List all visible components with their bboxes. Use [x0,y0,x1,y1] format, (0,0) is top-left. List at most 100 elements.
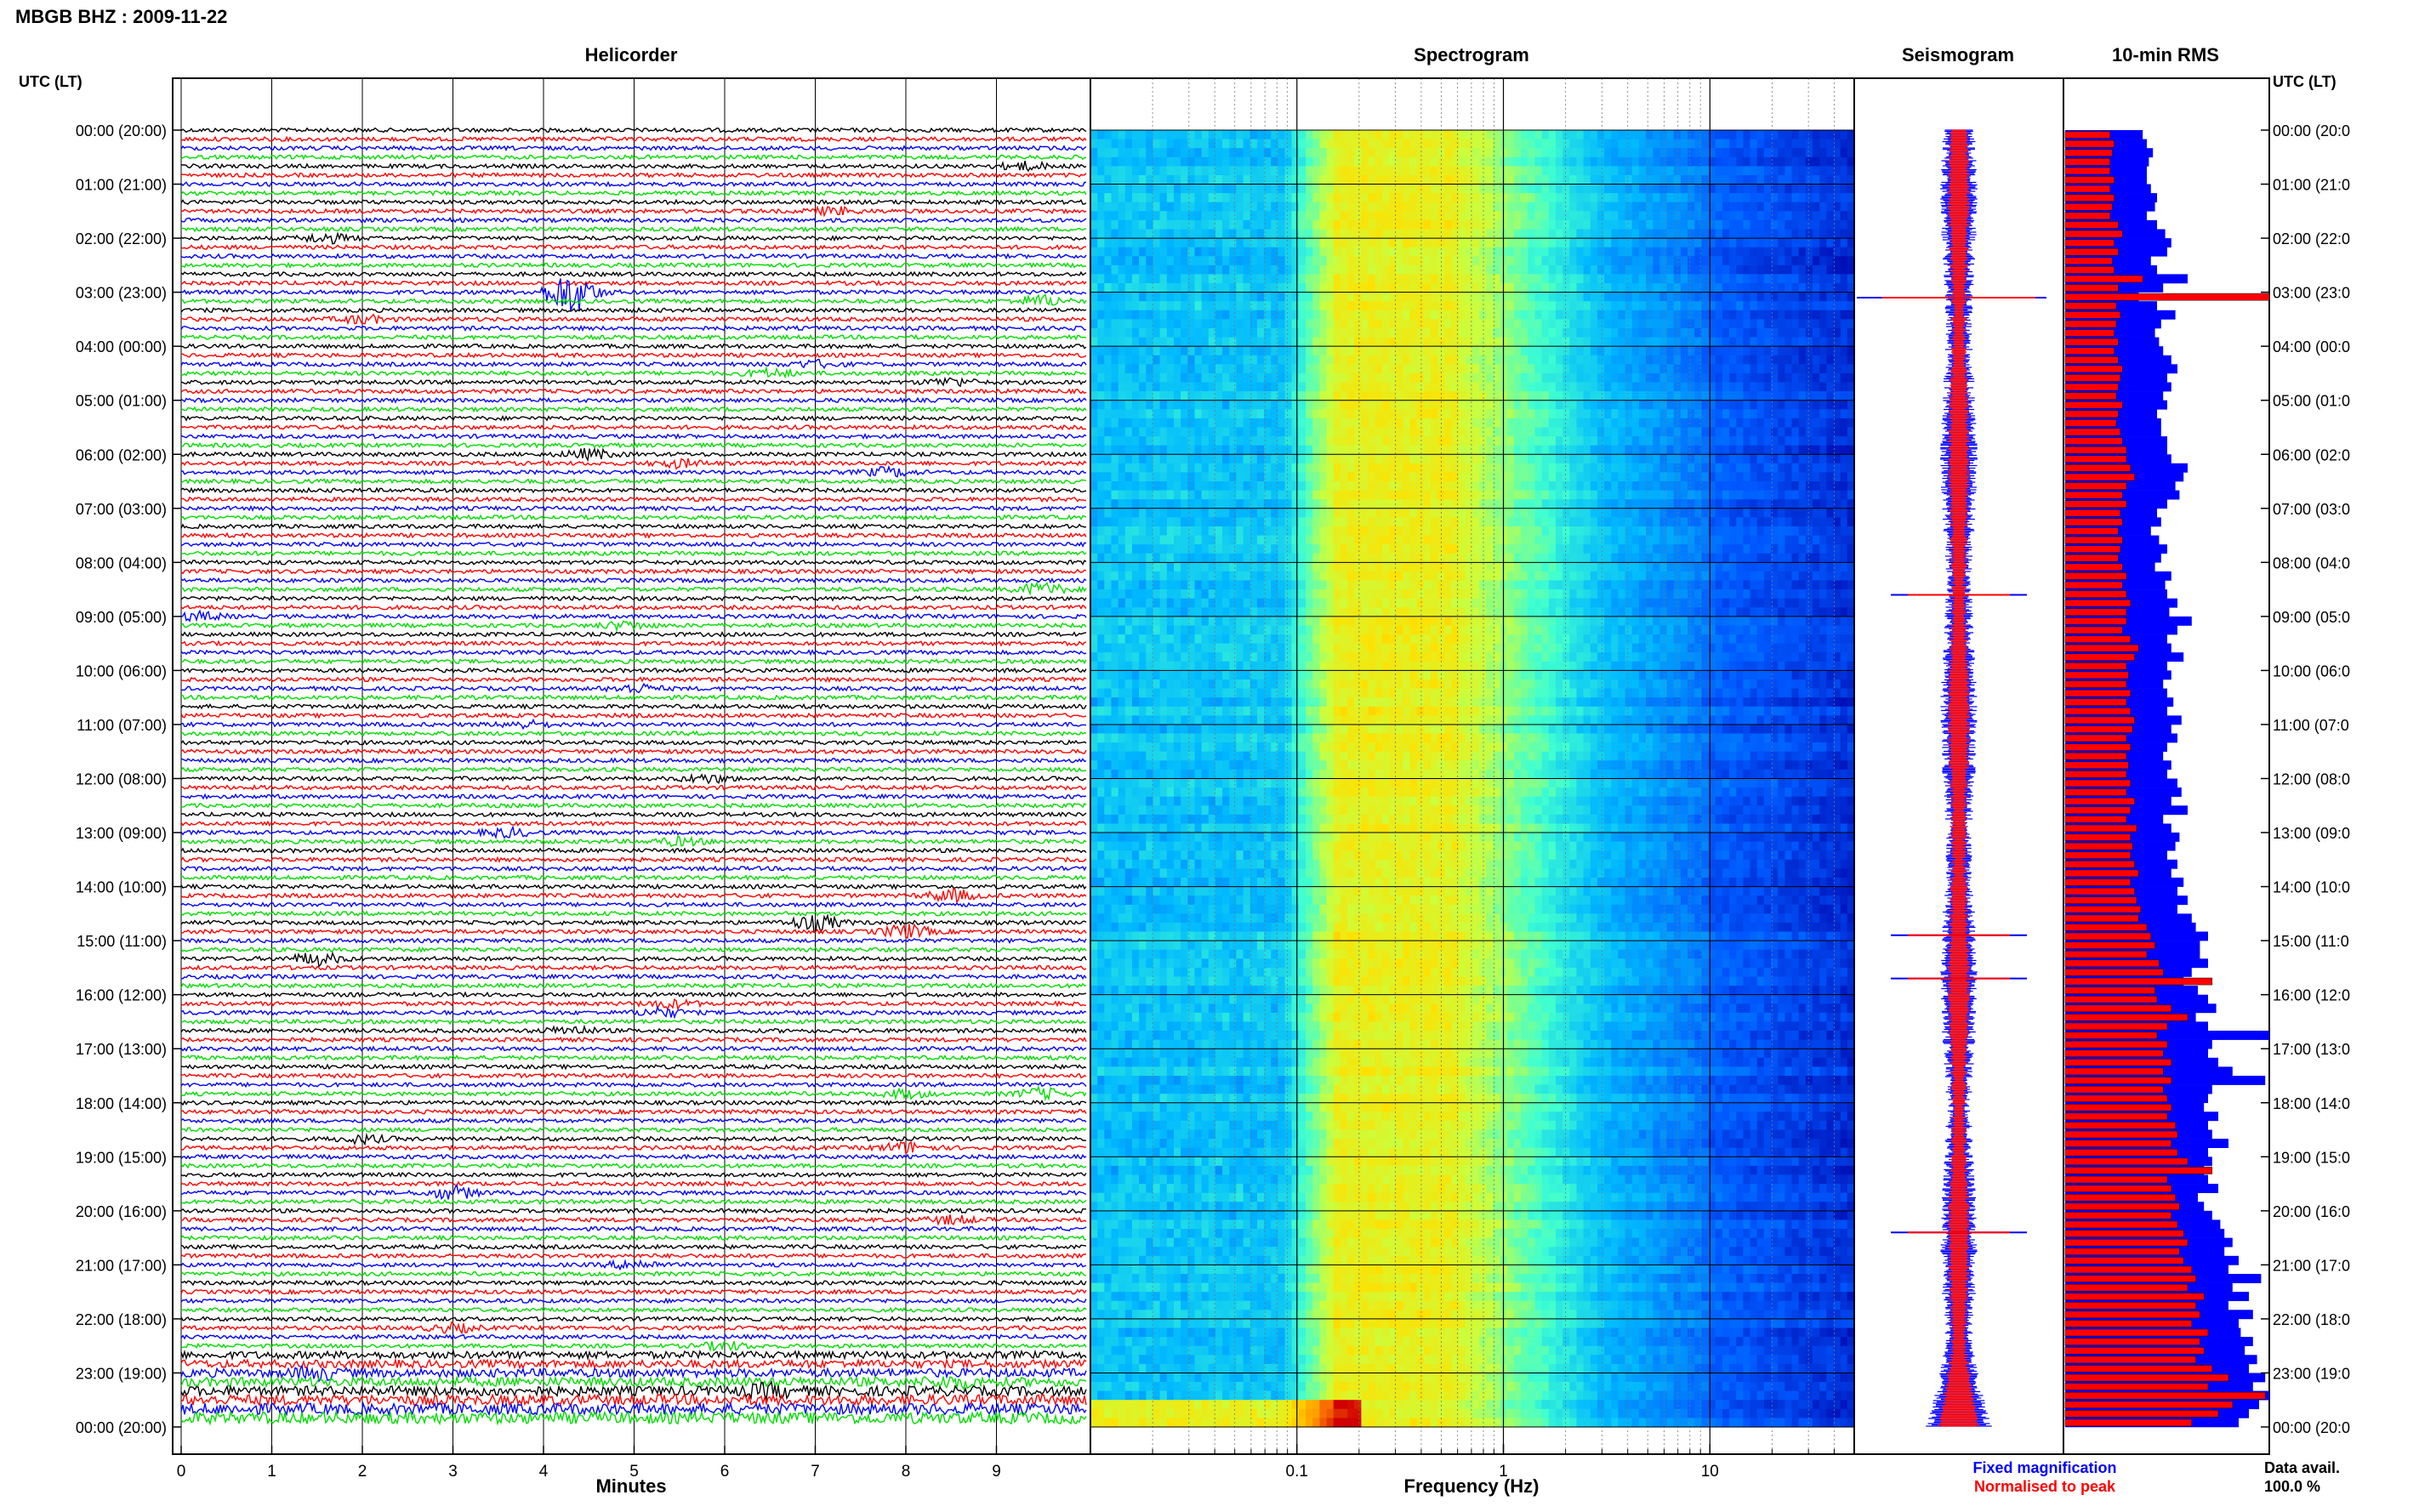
spectrogram-cell [1798,427,1807,437]
spectrogram-cell [1479,247,1487,257]
spectrogram-cell [1354,166,1362,176]
spectrogram-cell [1208,364,1216,374]
spectrogram-cell [1215,346,1223,356]
spectrogram-cell [1132,463,1140,473]
spectrogram-cell [1673,319,1682,329]
spectrogram-cell [1743,418,1751,429]
spectrogram-cell [1396,238,1403,248]
spectrogram-cell [1375,166,1383,176]
spectrogram-cell [1264,409,1272,419]
spectrogram-cell [1631,372,1640,384]
spectrogram-cell [1208,409,1216,419]
spectrogram-cell [1306,436,1313,446]
spectrogram-cell [1222,337,1230,347]
spectrogram-cell [1486,256,1494,266]
spectrogram-cell [1431,310,1438,320]
spectrogram-cell [1597,193,1605,203]
spectrogram-cell [1541,445,1550,455]
spectrogram-cell [1756,202,1765,212]
spectrogram-cell [1493,166,1501,176]
spectrogram-cell [1354,400,1362,410]
spectrogram-cell [1409,283,1418,293]
spectrogram-cell [1333,247,1341,257]
spectrogram-cell [1291,364,1300,374]
spectrogram-cell [1403,328,1411,338]
spectrogram-cell [1680,264,1688,276]
spectrogram-cell [1208,211,1216,221]
spectrogram-cell [1159,418,1168,429]
spectrogram-cell [1278,364,1286,374]
spectrogram-cell [1444,400,1453,410]
spectrogram-cell [1229,472,1238,482]
spectrogram-cell [1680,409,1688,419]
spectrogram-cell [1840,274,1848,284]
spectrogram-cell [1771,346,1779,356]
spectrogram-cell [1278,193,1286,203]
spectrogram-cell [1514,211,1522,221]
spectrogram-cell [1139,454,1147,464]
spectrogram-cell [1264,274,1272,284]
spectrogram-cell [1104,219,1113,230]
spectrogram-cell [1597,175,1605,185]
spectrogram-cell [1680,148,1688,158]
spectrogram-cell [1437,247,1445,257]
helicorder-trace [180,153,1087,161]
spectrogram-cell [1514,130,1522,140]
spectrogram-cell [1389,264,1397,276]
spectrogram-cell [1708,355,1716,365]
spectrogram-cell [1673,310,1682,320]
spectrogram-cell [1124,427,1133,437]
spectrogram-cell [1493,310,1501,320]
spectrogram-cell [1181,454,1188,464]
spectrogram-cell [1312,508,1320,518]
spectrogram-cell [1611,301,1619,311]
spectrogram-cell [1097,382,1105,392]
spectrogram-cell [1840,139,1848,149]
spectrogram-cell [1569,274,1578,284]
spectrogram-cell [1778,274,1785,284]
spectrogram-cell [1284,418,1293,429]
spectrogram-cell [1347,301,1355,311]
spectrogram-cell [1381,274,1390,284]
helicorder-trace [180,441,1087,449]
spectrogram-cell [1236,292,1244,302]
spectrogram-cell [1201,219,1210,230]
spectrogram-cell [1319,319,1328,329]
spectrogram-cell [1514,337,1522,347]
helicorder-trace [180,1036,1087,1043]
spectrogram-cell [1396,211,1403,221]
spectrogram-cell [1618,166,1626,176]
spectrogram-cell [1271,193,1279,203]
spectrogram-cell [1104,372,1113,384]
spectrogram-cell [1201,364,1210,374]
spectrogram-cell [1631,463,1640,473]
spectrogram-cell [1729,130,1737,140]
spectrogram-cell [1111,454,1119,464]
spectrogram-cell [1701,337,1710,347]
spectrogram-cell [1097,238,1105,248]
spectrogram-cell [1354,238,1362,248]
spectrogram-cell [1264,508,1272,518]
spectrogram-cell [1618,490,1626,500]
spectrogram-cell [1132,256,1140,266]
spectrogram-cell [1479,202,1487,212]
spectrogram-cell [1493,427,1501,437]
spectrogram-cell [1798,156,1807,167]
spectrogram-cell [1701,409,1710,419]
spectrogram-cell [1534,156,1543,167]
spectrogram-cell [1771,319,1779,329]
spectrogram-cell [1409,219,1418,230]
spectrogram-cell [1771,372,1779,384]
spectrogram-cell [1493,274,1501,284]
spectrogram-cell [1813,184,1820,194]
spectrogram-cell [1340,445,1348,455]
spectrogram-cell [1625,175,1633,185]
spectrogram-cell [1340,372,1348,384]
spectrogram-cell [1256,193,1265,203]
spectrogram-cell [1347,256,1355,266]
spectrogram-cell [1174,372,1181,384]
spectrogram-cell [1583,238,1591,248]
spectrogram-cell [1819,382,1827,392]
spectrogram-cell [1736,301,1744,311]
spectrogram-cell [1104,292,1113,302]
